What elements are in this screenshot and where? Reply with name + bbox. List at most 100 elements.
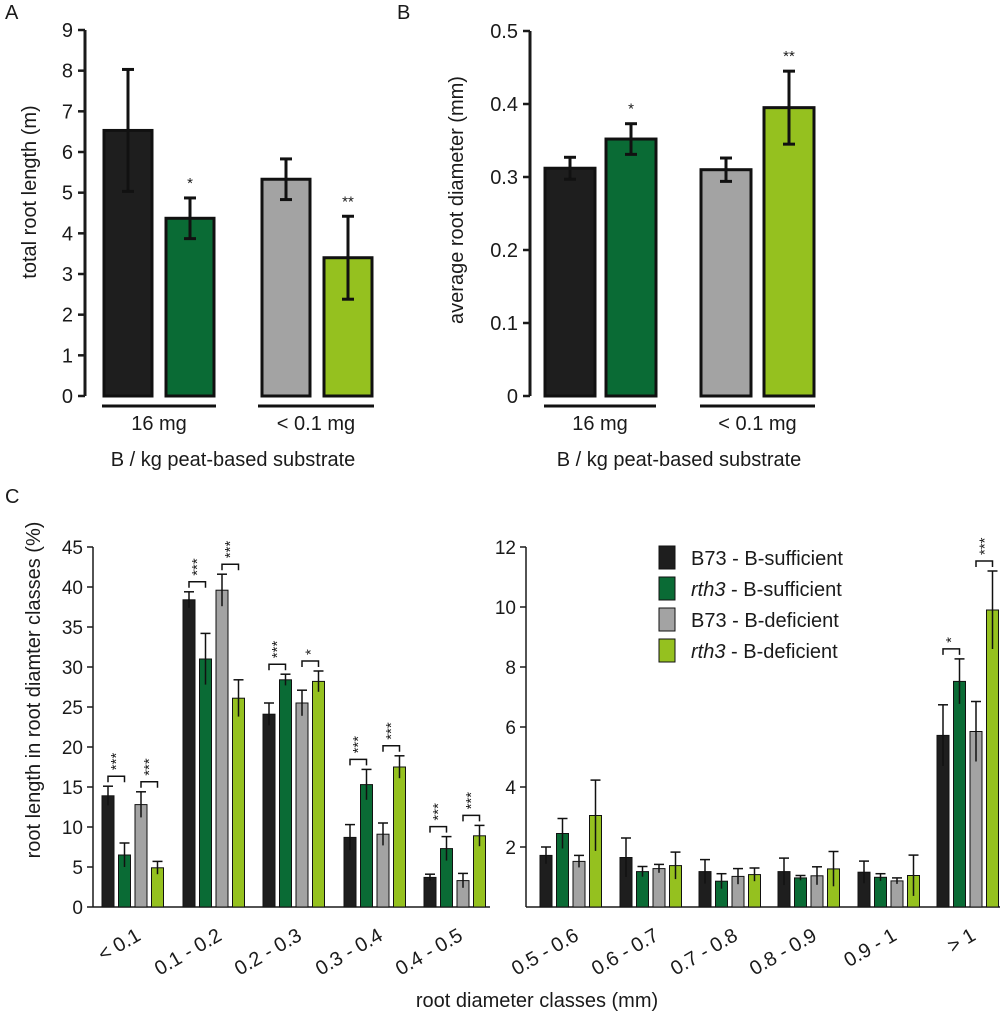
panel-a-xlabel: B / kg peat-based substrate (111, 449, 356, 471)
significance-label: *** (976, 537, 993, 555)
bar (543, 166, 597, 398)
significance-bracket (429, 825, 448, 833)
significance-label: *** (141, 758, 158, 776)
y-tick-label: 12 (495, 538, 516, 559)
legend-label: B73 - B-sufficient (691, 548, 843, 570)
legend-swatch (658, 638, 676, 663)
significance-label: *** (108, 753, 125, 771)
bar (636, 871, 649, 908)
significance-bracket (221, 563, 240, 571)
y-tick-label: 2 (505, 838, 516, 859)
x-tick-label: 0.2 - 0.3 (231, 924, 306, 980)
y-tick-label: 2 (62, 305, 73, 327)
y-tick-label: 0 (507, 386, 518, 408)
y-tick-label: 45 (62, 538, 83, 559)
significance-label: *** (463, 792, 480, 810)
bar (262, 713, 276, 908)
significance-label: * (187, 175, 193, 192)
bar (762, 106, 816, 398)
x-tick-label: 0.4 - 0.5 (392, 924, 467, 980)
y-tick-label: 4 (62, 223, 73, 245)
bar (794, 877, 807, 908)
significance-label: * (943, 637, 960, 643)
significance-label: *** (350, 736, 367, 754)
significance-bracket (349, 758, 368, 766)
legend: B73 - B-sufficient rth3 - B-sufficient B73… (658, 545, 843, 663)
legend-swatch (658, 576, 676, 601)
y-tick-label: 25 (62, 698, 83, 719)
significance-label: ** (783, 48, 795, 65)
legend-swatch (658, 545, 676, 570)
y-tick-label: 10 (495, 598, 516, 619)
bar (182, 599, 196, 908)
y-tick-label: 5 (72, 858, 83, 879)
legend-swatch (658, 607, 676, 632)
y-tick-label: 40 (62, 578, 83, 599)
bar (473, 835, 486, 908)
x-tick-label: < 0.1 (94, 924, 144, 966)
significance-label: *** (383, 722, 400, 740)
y-tick-label: 0 (62, 386, 73, 408)
bar (199, 658, 212, 908)
bar (360, 784, 373, 908)
x-tick-label: 0.1 - 0.2 (151, 924, 226, 980)
bar (874, 876, 887, 908)
significance-bracket (975, 560, 994, 567)
bar (279, 679, 292, 908)
y-tick-label: 0.4 (490, 94, 518, 116)
significance-label: *** (222, 541, 239, 559)
bar (164, 216, 216, 398)
panel-label-b: B (397, 2, 410, 24)
significance-bracket (268, 663, 287, 671)
bar (604, 137, 658, 398)
bar (134, 804, 148, 908)
y-tick-label: 9 (62, 20, 73, 42)
bar (953, 680, 966, 908)
y-tick-label: 8 (62, 61, 73, 83)
bar (295, 702, 309, 908)
y-tick-label: 7 (62, 101, 73, 123)
y-tick-label: 10 (62, 818, 83, 839)
bar (652, 868, 666, 908)
significance-bracket (382, 745, 401, 752)
significance-label: * (302, 649, 319, 655)
bar (699, 168, 753, 398)
significance-label: *** (189, 558, 206, 576)
panel-b-xlabel: B / kg peat-based substrate (557, 449, 802, 471)
panel-b-ylabel: average root diameter (mm) (446, 76, 468, 324)
significance-label: ** (342, 193, 354, 210)
chart-panel-b: 00.10.20.30.40.5***16 mg < 0.1 mg (490, 21, 816, 435)
panel-c-ylabel: root length in root diamter classes (%) (23, 522, 45, 859)
y-tick-label: 5 (62, 183, 73, 205)
bar (312, 680, 325, 908)
y-tick-label: 0 (72, 898, 83, 919)
significance-bracket (942, 648, 961, 655)
significance-bracket (188, 581, 207, 588)
group-label: < 0.1 mg (277, 413, 355, 435)
significance-bracket (462, 814, 481, 822)
y-tick-label: 35 (62, 618, 83, 639)
y-tick-label: 30 (62, 658, 83, 679)
significance-bracket (140, 781, 159, 788)
panel-label-c: C (5, 486, 19, 508)
group-label: 16 mg (572, 413, 628, 435)
y-tick-label: 4 (505, 778, 516, 799)
y-tick-label: 15 (62, 778, 83, 799)
significance-label: *** (269, 641, 286, 659)
y-tick-label: 0.2 (490, 240, 518, 262)
bar (423, 876, 437, 908)
y-tick-label: 0.3 (490, 167, 518, 189)
y-tick-label: 6 (62, 142, 73, 164)
legend-label: rth3 - B-sufficient (691, 579, 842, 601)
bar (260, 177, 312, 398)
panel-label-a: A (5, 2, 19, 24)
legend-label: B73 - B-deficient (691, 610, 839, 632)
bar (572, 860, 586, 908)
bar (393, 766, 406, 908)
bar (890, 880, 904, 908)
significance-label: *** (430, 803, 447, 821)
y-tick-label: 3 (62, 264, 73, 286)
y-tick-label: 0.5 (490, 21, 518, 43)
